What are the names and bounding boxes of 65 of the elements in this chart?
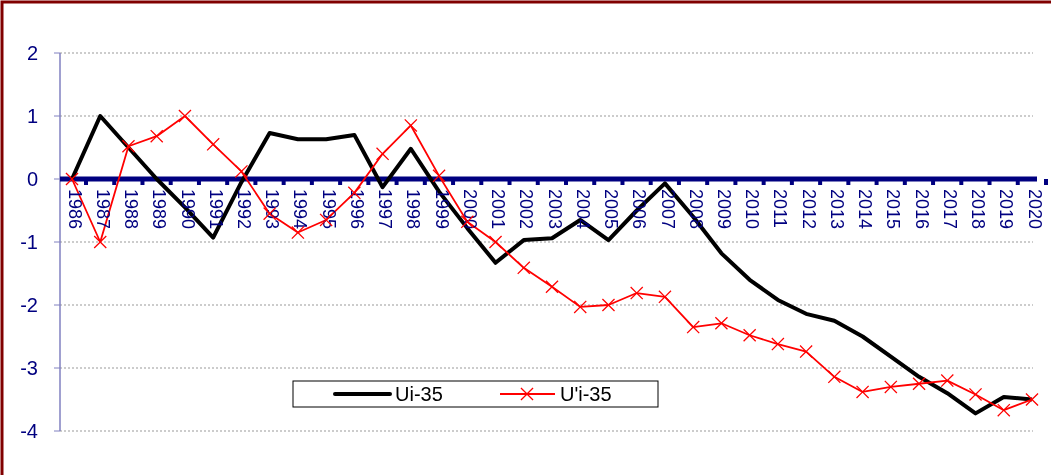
x-tick-label: 1998: [403, 189, 424, 230]
x-tick-label: 2015: [883, 189, 904, 230]
y-tick-label: 0: [26, 168, 38, 190]
y-tick-label: -1: [20, 231, 38, 253]
x-tick-label: 1990: [177, 189, 198, 230]
x-tick-label: 2001: [488, 189, 509, 230]
x-tick-label: 2008: [685, 189, 706, 230]
point: [404, 118, 418, 132]
point: [432, 169, 446, 183]
x-tick-label: 2010: [742, 189, 763, 230]
y-tick-label: 2: [26, 42, 38, 64]
x-tick-label: 2019: [996, 189, 1017, 230]
x-tick-label: 2002: [516, 189, 537, 230]
x-tick-label: 1993: [262, 189, 283, 230]
legend-label: U'i-35: [560, 383, 612, 405]
x-tick-label: 1991: [205, 189, 226, 230]
x-tick-label: 2000: [459, 189, 480, 230]
point: [912, 377, 926, 391]
point: [799, 345, 813, 359]
point: [121, 139, 135, 153]
point: [630, 286, 644, 300]
x-tick-label: 2007: [657, 189, 678, 230]
x-tick-label: 1986: [64, 189, 85, 230]
point: [827, 370, 841, 384]
x-tick-label: 2014: [855, 189, 876, 230]
legend-label: Ui-35: [395, 383, 443, 405]
point: [940, 374, 954, 388]
point: [545, 280, 559, 294]
y-tick-label: -4: [20, 420, 38, 442]
x-tick-label: 1989: [149, 189, 170, 230]
point: [601, 298, 615, 312]
x-tick-label: 2003: [544, 189, 565, 230]
x-tick-label: 1996: [346, 189, 367, 230]
point: [93, 235, 107, 249]
point: [686, 320, 700, 334]
x-tick-label: 1995: [318, 189, 339, 230]
x-tick-label: 2017: [939, 189, 960, 230]
x-tick-label: 2018: [968, 189, 989, 230]
x-tick-label: 1994: [290, 189, 311, 230]
x-tick-label: 2004: [572, 189, 593, 230]
x-tick-label: 1987: [92, 189, 113, 230]
point: [206, 137, 220, 151]
point: [376, 147, 390, 161]
point: [150, 129, 164, 143]
x-tick-label: 1992: [234, 189, 255, 230]
point: [856, 385, 870, 399]
point: [658, 290, 672, 304]
x-tick-label: 2006: [629, 189, 650, 230]
x-tick-label: 1999: [431, 189, 452, 230]
x-tick-label: 1997: [375, 189, 396, 230]
y-tick-label: -3: [20, 357, 38, 379]
x-tick-label: 2011: [770, 189, 791, 228]
point: [1025, 393, 1039, 406]
point: [714, 316, 728, 330]
x-tick-label: 2005: [601, 189, 622, 230]
x-tick-label: 2020: [1024, 189, 1045, 230]
x-tick-label: 2009: [714, 189, 735, 230]
x-tick-label: 2016: [911, 189, 932, 230]
y-tick-label: 1: [26, 105, 38, 127]
y-tick-label: -2: [20, 294, 38, 316]
x-tick-label: 2012: [798, 189, 819, 230]
point: [743, 328, 757, 342]
point: [489, 235, 503, 249]
x-tick-label: 2013: [826, 189, 847, 230]
x-tick-label: 1988: [121, 189, 142, 230]
